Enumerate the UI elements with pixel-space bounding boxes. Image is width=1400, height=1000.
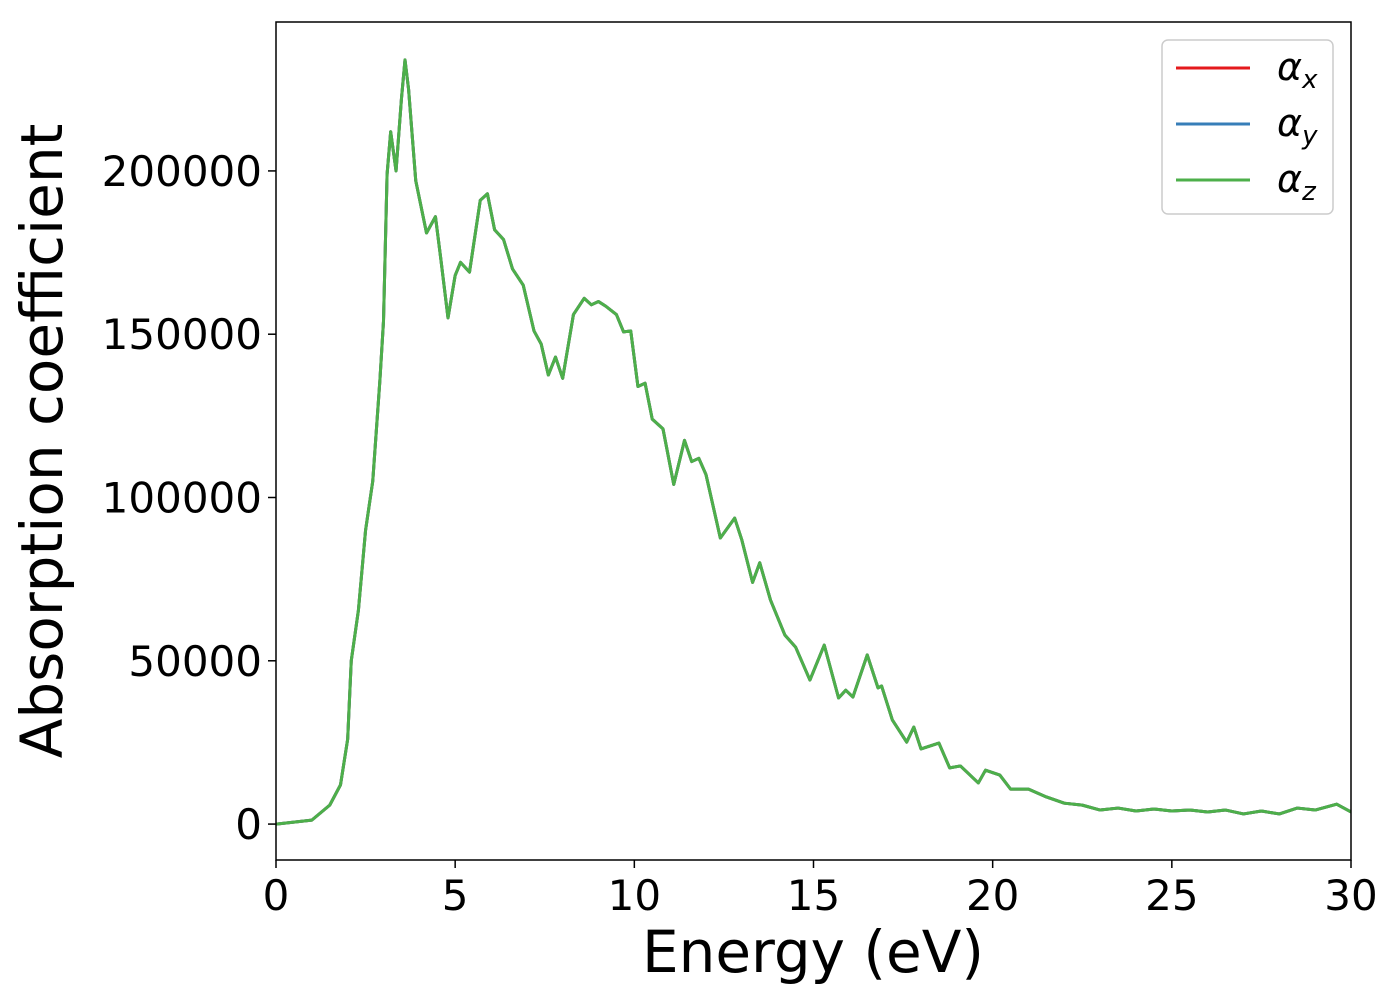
legend-label: αy xyxy=(1277,101,1318,151)
x-tick-label: 10 xyxy=(608,871,661,920)
x-tick-label: 20 xyxy=(966,871,1019,920)
x-tick-label: 0 xyxy=(263,871,290,920)
x-tick-label: 25 xyxy=(1145,871,1198,920)
y-tick-label: 100000 xyxy=(102,473,262,522)
legend-label: αx xyxy=(1277,45,1318,95)
x-axis-label: Energy (eV) xyxy=(642,918,984,986)
y-tick-label: 150000 xyxy=(102,310,262,359)
plot-frame xyxy=(275,21,1352,861)
x-tick-label: 30 xyxy=(1324,871,1377,920)
y-tick-label: 200000 xyxy=(102,147,262,196)
series-line xyxy=(276,58,1351,826)
legend-box xyxy=(1161,39,1334,215)
x-tick-label: 5 xyxy=(442,871,469,920)
legend-label: αz xyxy=(1277,157,1317,207)
y-tick-label: 0 xyxy=(235,800,262,849)
x-tick-label: 15 xyxy=(787,871,840,920)
y-axis-label: Absorption coefficient xyxy=(8,124,76,759)
y-tick-label: 50000 xyxy=(128,637,262,686)
